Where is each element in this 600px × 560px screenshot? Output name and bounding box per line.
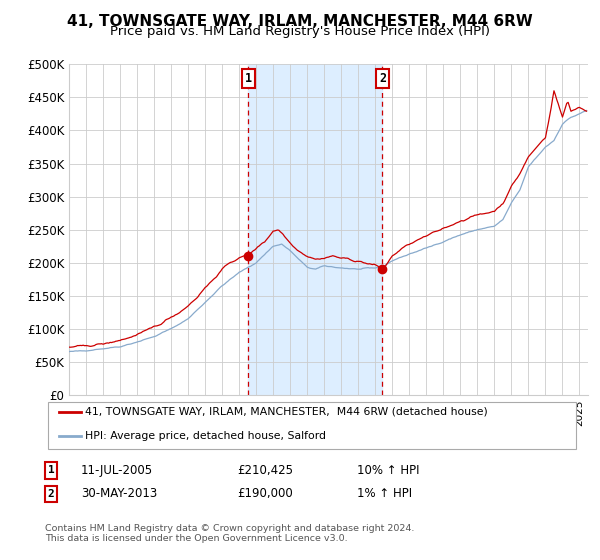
- Text: HPI: Average price, detached house, Salford: HPI: Average price, detached house, Salf…: [85, 431, 326, 441]
- Text: 2: 2: [47, 489, 55, 499]
- Text: 30-MAY-2013: 30-MAY-2013: [81, 487, 157, 501]
- Text: 41, TOWNSGATE WAY, IRLAM, MANCHESTER,  M44 6RW (detached house): 41, TOWNSGATE WAY, IRLAM, MANCHESTER, M4…: [85, 407, 488, 417]
- Text: 2: 2: [379, 72, 386, 86]
- Text: 10% ↑ HPI: 10% ↑ HPI: [357, 464, 419, 477]
- Text: 1: 1: [47, 465, 55, 475]
- Text: Contains HM Land Registry data © Crown copyright and database right 2024.
This d: Contains HM Land Registry data © Crown c…: [45, 524, 415, 543]
- Text: £190,000: £190,000: [237, 487, 293, 501]
- Text: 41, TOWNSGATE WAY, IRLAM, MANCHESTER, M44 6RW: 41, TOWNSGATE WAY, IRLAM, MANCHESTER, M4…: [67, 14, 533, 29]
- Text: 1% ↑ HPI: 1% ↑ HPI: [357, 487, 412, 501]
- Text: 11-JUL-2005: 11-JUL-2005: [81, 464, 153, 477]
- Text: Price paid vs. HM Land Registry's House Price Index (HPI): Price paid vs. HM Land Registry's House …: [110, 25, 490, 38]
- Text: £210,425: £210,425: [237, 464, 293, 477]
- Bar: [248, 64, 382, 395]
- Text: 1: 1: [245, 72, 252, 86]
